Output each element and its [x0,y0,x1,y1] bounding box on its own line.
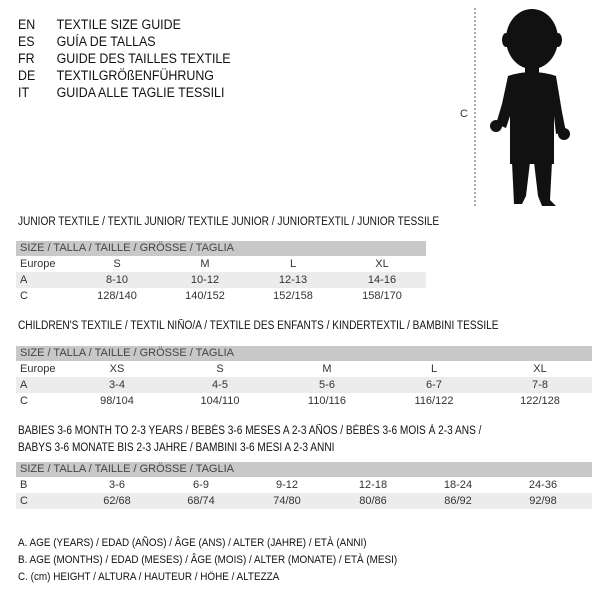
junior-title: JUNIOR TEXTILE / TEXTIL JUNIOR/ TEXTILE … [18,216,440,228]
table-cell: 7-8 [532,379,548,391]
children-title: CHILDREN'S TEXTILE / TEXTIL NIÑO/A / TEX… [18,320,499,332]
table-row: C 62/68 68/74 74/80 80/86 86/92 92/98 [16,493,592,509]
junior-size-table: SIZE / TALLA / TAILLE / GRÖSSE / TAGLIA … [16,241,426,304]
table-cell: 140/152 [185,290,225,302]
table-cell: S [113,258,121,270]
table-row: C 98/104 104/110 110/116 116/122 122/128 [16,393,592,409]
babies-title-line1: BABIES 3-6 MONTH TO 2-3 YEARS / BEBÉS 3-… [18,425,482,437]
table-cell: L [430,363,438,375]
legend-c: C. (cm) HEIGHT / ALTURA / HAUTEUR / HÖHE… [18,571,280,583]
table-cell: 5-6 [319,379,335,391]
table-cell: 122/128 [520,395,560,407]
table-cell: M [322,363,332,375]
child-silhouette-icon [474,8,570,208]
table-row: Europe S M L XL [16,256,426,272]
table-cell: 110/116 [307,395,347,407]
table-cell: 116/122 [414,395,454,407]
table-cell: 98/104 [100,395,134,407]
table-row: A 8-10 10-12 12-13 14-16 [16,272,426,288]
table-cell: 68/74 [187,495,215,507]
table-header: SIZE / TALLA / TAILLE / GRÖSSE / TAGLIA [16,462,592,477]
babies-size-table: SIZE / TALLA / TAILLE / GRÖSSE / TAGLIA … [16,462,592,509]
table-cell: S [216,363,224,375]
lang-it: IT GUIDA ALLE TAGLIE TESSILI [18,85,225,100]
table-cell: 80/86 [359,495,387,507]
table-row: B 3-6 6-9 9-12 12-18 18-24 24-36 [16,477,592,493]
table-cell: 62/68 [103,495,131,507]
table-cell: 9-12 [275,479,299,491]
table-cell: XL [375,258,389,270]
table-cell: 6-7 [426,379,442,391]
children-size-table: SIZE / TALLA / TAILLE / GRÖSSE / TAGLIA … [16,346,592,409]
table-header: SIZE / TALLA / TAILLE / GRÖSSE / TAGLIA [16,346,592,361]
table-cell: 14-16 [367,274,397,286]
lang-de: DE TEXTILGRÖßENFÜHRUNG [18,68,214,83]
table-cell: 10-12 [190,274,220,286]
table-cell: 3-4 [109,379,125,391]
table-cell: 74/80 [273,495,301,507]
legend-a: A. AGE (YEARS) / EDAD (AÑOS) / ÂGE (ANS)… [18,537,367,549]
table-cell: 152/158 [273,290,313,302]
table-header: SIZE / TALLA / TAILLE / GRÖSSE / TAGLIA [16,241,426,256]
table-cell: 8-10 [105,274,129,286]
lang-es: ES GUÍA DE TALLAS [18,34,156,49]
babies-title-line2: BABYS 3-6 MONATE BIS 2-3 JAHRE / BAMBINI… [18,442,335,454]
table-cell: L [289,258,297,270]
table-cell: 12-13 [278,274,308,286]
table-cell: 12-18 [358,479,388,491]
table-cell: 92/98 [529,495,557,507]
lang-en: EN TEXTILE SIZE GUIDE [18,17,181,32]
table-cell: 128/140 [97,290,137,302]
table-cell: 104/110 [200,395,240,407]
table-cell: M [200,258,210,270]
table-cell: 18-24 [443,479,473,491]
table-cell: 158/170 [362,290,402,302]
lang-fr: FR GUIDE DES TAILLES TEXTILE [18,51,231,66]
table-cell: XS [109,363,125,375]
table-cell: 24-36 [528,479,558,491]
table-cell: 86/92 [444,495,472,507]
height-label: C [460,108,468,120]
table-row: Europe XS S M L XL [16,361,592,377]
table-cell: 4-5 [212,379,228,391]
table-cell: XL [533,363,547,375]
table-row: C 128/140 140/152 152/158 158/170 [16,288,426,304]
table-cell: 6-9 [193,479,209,491]
table-row: A 3-4 4-5 5-6 6-7 7-8 [16,377,592,393]
legend-b: B. AGE (MONTHS) / EDAD (MESES) / ÂGE (MO… [18,554,398,566]
table-cell: 3-6 [109,479,125,491]
